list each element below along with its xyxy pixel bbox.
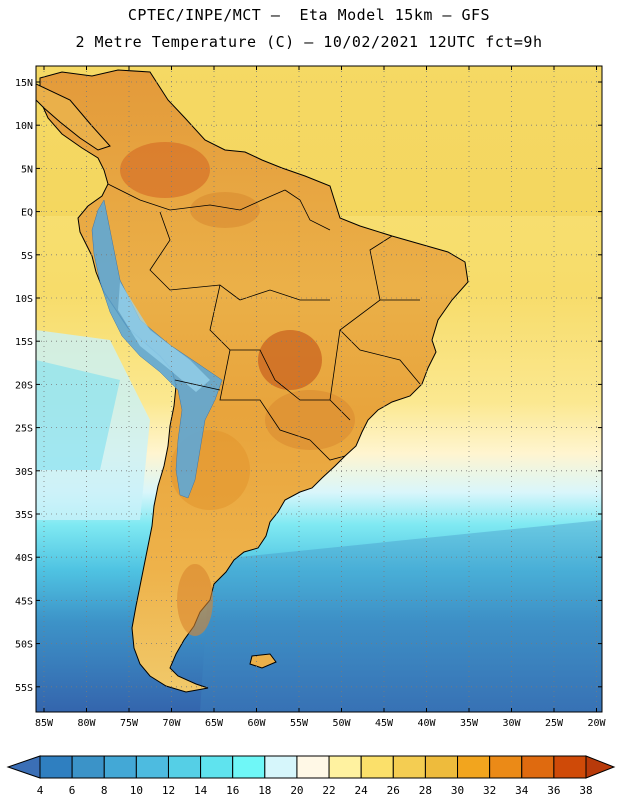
pacific-cold-patch (36, 360, 120, 470)
lat-label: 15S (15, 337, 33, 348)
hot-patch-patagonia (177, 564, 213, 636)
colorbar-swatch (328, 755, 362, 779)
colorbar-label: 12 (161, 784, 176, 797)
colorbar-label: 14 (193, 784, 208, 797)
colorbar-label: 32 (483, 784, 497, 797)
colorbar-label: 30 (450, 784, 465, 797)
colorbar-label: 16 (226, 784, 240, 797)
colorbar-label: 28 (418, 784, 433, 797)
lat-label: 55S (15, 683, 33, 694)
central-america-land (36, 83, 111, 151)
lon-label: 70W (162, 718, 181, 729)
colorbar-swatch (553, 755, 587, 779)
lat-label: 10N (15, 121, 33, 132)
lat-label: 40S (15, 553, 33, 564)
axis-ticks (36, 66, 602, 712)
lat-label: 15N (15, 78, 33, 89)
colorbar-swatch (103, 755, 137, 779)
hot-patch-pantanal (258, 330, 322, 390)
colorbar-label: 8 (100, 784, 108, 797)
lat-label: 20S (15, 380, 33, 391)
lat-label: EQ (21, 208, 33, 219)
colorbar-swatch (264, 755, 298, 779)
colorbar-swatch (392, 755, 426, 779)
temperature-colorbar (6, 755, 616, 779)
colorbar-swatch (167, 755, 202, 779)
lon-label: 65W (205, 718, 224, 729)
colorbar-label: 4 (36, 784, 44, 797)
map-title-line2: 2 Metre Temperature (C) — 10/02/2021 12U… (75, 33, 543, 51)
falkland-islands (249, 653, 277, 669)
colorbar-swatch (296, 755, 330, 779)
colorbar-label: 24 (354, 784, 368, 797)
colorbar-label: 20 (290, 784, 304, 797)
andes-highlight (118, 282, 210, 392)
colorbar-swatch (521, 755, 555, 779)
colorbar-swatch (489, 755, 523, 779)
lon-label: 75W (120, 718, 139, 729)
latitude-labels: 15N 10N 5N EQ 5S 10S 15S 20S 25S 30S 35S 40S 45S 50S 5… (15, 78, 33, 694)
colorbar-label: 38 (579, 784, 593, 797)
colorbar-swatch (200, 755, 234, 779)
map-title-line1: CPTEC/INPE/MCT — Eta Model 15km — GFS (127, 6, 491, 24)
colorbar-label: 36 (547, 784, 561, 797)
colorbar-swatch (71, 755, 105, 779)
colorbar-swatch (39, 755, 73, 779)
lon-label: 20W (587, 718, 606, 729)
colorbar-swatch (135, 755, 169, 779)
colorbar-swatch (457, 755, 491, 779)
colorbar-swatch (360, 755, 394, 779)
lon-label: 55W (290, 718, 309, 729)
lon-label: 60W (247, 718, 266, 729)
lon-label: 45W (375, 718, 394, 729)
lat-label: 50S (15, 640, 33, 651)
colorbar-label: 18 (258, 784, 272, 797)
country-borders (107, 183, 421, 461)
map-area (36, 66, 602, 712)
colorbar-label: 22 (322, 784, 336, 797)
lat-label: 45S (15, 596, 33, 607)
lat-label: 35S (15, 510, 33, 521)
colorbar-label: 10 (129, 784, 143, 797)
lon-label: 30W (502, 718, 521, 729)
lon-label: 50W (332, 718, 351, 729)
lat-label: 10S (15, 294, 33, 305)
hot-patch-venezuela (120, 142, 210, 198)
colorbar-right-arrow (585, 755, 616, 779)
lon-label: 40W (417, 718, 436, 729)
hot-patch-amazon (190, 192, 260, 228)
south-atlantic-cold (200, 520, 602, 712)
lat-label: 25S (15, 424, 33, 435)
hot-patch-parana (265, 390, 355, 450)
lat-label: 5N (21, 164, 33, 175)
colorbar-swatch (232, 755, 266, 779)
lon-label: 85W (35, 718, 54, 729)
colorbar-left-arrow (6, 755, 41, 779)
lon-label: 25W (545, 718, 564, 729)
map-frame (35, 65, 603, 713)
lat-label: 5S (21, 251, 33, 262)
colorbar-label: 6 (68, 784, 76, 797)
colorbar-label: 26 (386, 784, 400, 797)
colorbar-label: 34 (515, 784, 529, 797)
longitude-labels: 85W 80W 75W 70W 65W 60W 55W 50W 45W 40W 35W 30W 25W 2… (35, 718, 607, 729)
lon-label: 80W (77, 718, 96, 729)
colorbar-swatch (424, 755, 459, 779)
lon-label: 35W (460, 718, 479, 729)
lat-label: 30S (15, 467, 33, 478)
